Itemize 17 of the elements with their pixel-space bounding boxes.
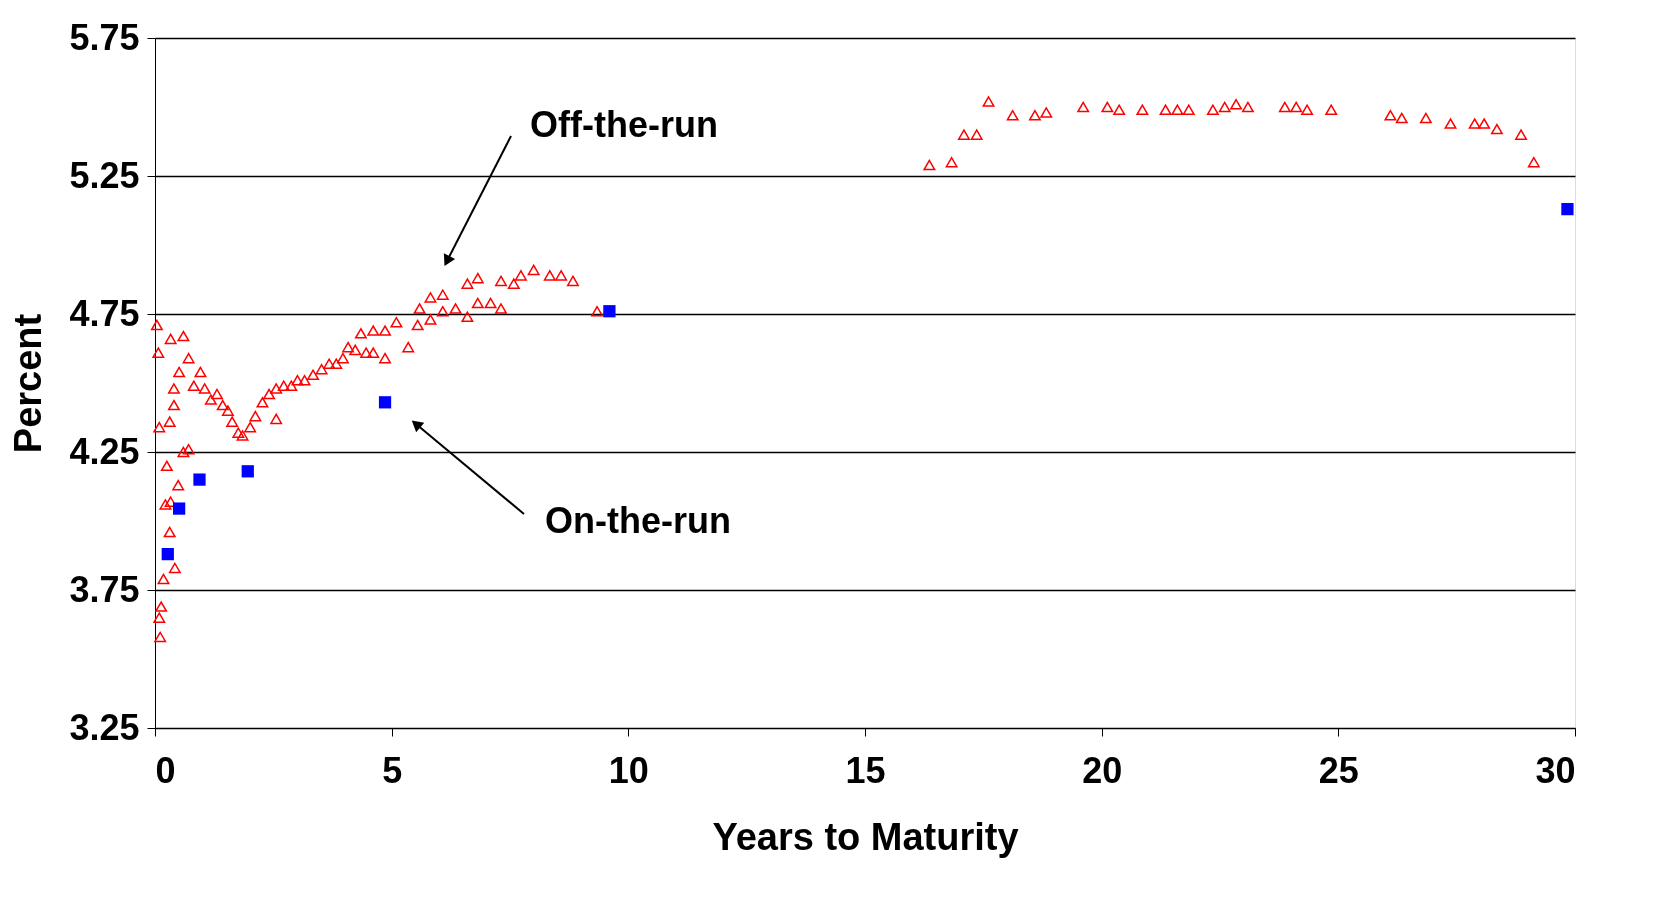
x-tick-label: 5 bbox=[382, 749, 403, 791]
x-tick-label: 30 bbox=[1535, 749, 1576, 791]
annotation: On-the-run bbox=[545, 500, 731, 541]
annotation: Off-the-run bbox=[530, 104, 718, 145]
x-tick-label: 20 bbox=[1082, 749, 1123, 791]
x-tick-label: 10 bbox=[608, 749, 649, 791]
y-tick-label: 4.75 bbox=[69, 292, 140, 334]
y-tick-label: 3.25 bbox=[69, 706, 140, 748]
y-axis-title: Percent bbox=[7, 313, 50, 454]
y-tick-label: 5.25 bbox=[69, 154, 140, 196]
x-tick-label: 0 bbox=[155, 749, 176, 791]
y-tick-label: 3.75 bbox=[69, 568, 140, 610]
x-tick-label: 25 bbox=[1318, 749, 1359, 791]
y-tick-label: 5.75 bbox=[69, 16, 140, 58]
y-tick-label: 4.25 bbox=[69, 430, 140, 472]
x-axis-title: Years to Maturity bbox=[712, 815, 1019, 858]
x-tick-label: 15 bbox=[845, 749, 886, 791]
